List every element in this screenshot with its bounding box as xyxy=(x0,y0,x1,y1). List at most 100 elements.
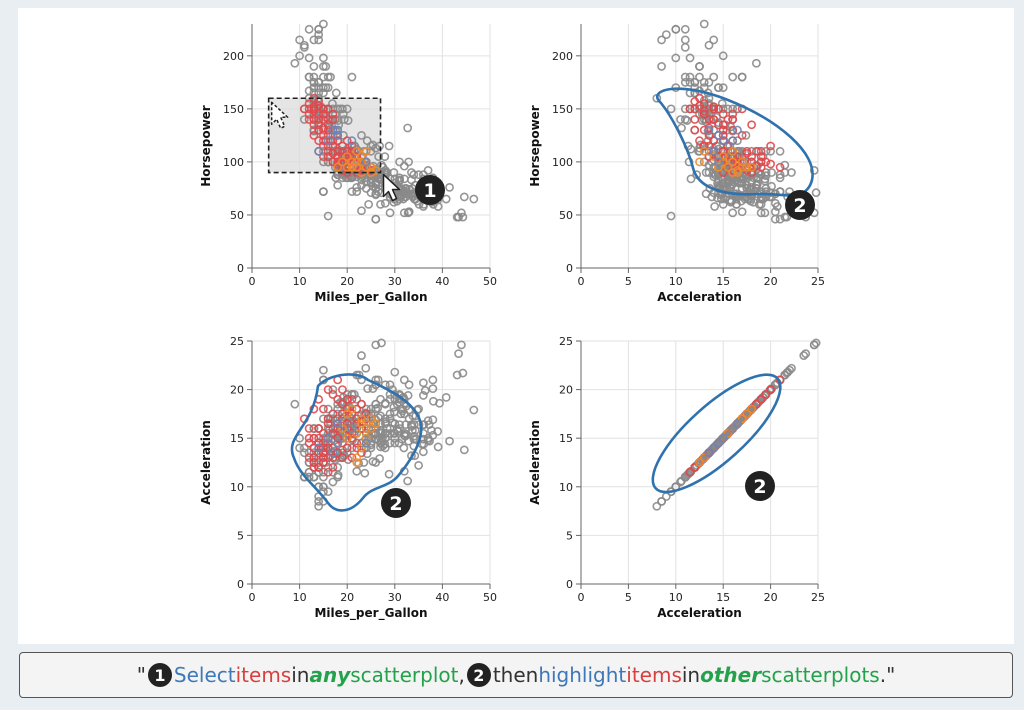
point xyxy=(304,448,314,458)
y-tick-label: 25 xyxy=(559,335,573,348)
selected-point xyxy=(347,428,357,438)
point xyxy=(385,438,395,448)
selected-point xyxy=(323,453,333,463)
point xyxy=(733,136,742,146)
points xyxy=(652,338,821,511)
point xyxy=(695,72,704,82)
selected-point xyxy=(314,125,324,135)
selected-point-blue xyxy=(347,424,357,433)
point xyxy=(309,424,319,433)
drag-start-cursor-icon xyxy=(270,101,289,130)
point xyxy=(318,365,328,375)
scatterplot-acceleration-vs-acceleration[interactable]: 0 5 10 15 20 25 0 5 10 15 20 25 Acceleration Accelera… xyxy=(528,335,825,620)
selected-point xyxy=(723,115,733,124)
point xyxy=(428,375,438,385)
point xyxy=(384,141,394,151)
selected-point-orange xyxy=(728,157,738,167)
x-tick-label: 15 xyxy=(716,275,730,288)
selected-point xyxy=(751,399,761,409)
step-badge-label: 1 xyxy=(423,180,436,202)
selected-point xyxy=(323,385,333,394)
selected-point xyxy=(318,141,328,151)
point xyxy=(399,174,409,184)
selected-point-orange xyxy=(737,414,747,424)
point xyxy=(366,146,376,156)
caption-scatterplots: scatterplots xyxy=(761,663,880,687)
selected-point-orange xyxy=(742,409,752,419)
selected-point-orange xyxy=(357,152,366,162)
selected-point-orange xyxy=(361,146,371,156)
point xyxy=(339,115,349,124)
point xyxy=(309,125,319,135)
point xyxy=(318,187,328,197)
point xyxy=(389,428,399,438)
selected-point xyxy=(318,438,328,448)
point xyxy=(321,62,331,71)
point xyxy=(811,338,821,348)
point xyxy=(685,53,695,63)
selected-point xyxy=(718,168,728,177)
point xyxy=(328,385,338,394)
y-tick-label: 15 xyxy=(559,432,573,445)
selected-point xyxy=(718,109,728,119)
selected-point-orange xyxy=(733,165,742,175)
selected-point-blue xyxy=(333,130,343,140)
selected-point-orange xyxy=(352,146,362,156)
selected-point xyxy=(299,104,309,114)
selected-point xyxy=(685,467,695,477)
point xyxy=(809,165,819,175)
selected-point-orange xyxy=(714,162,723,172)
point xyxy=(338,433,348,443)
scatterplot-hp-vs-acceleration[interactable]: 0 5 10 15 20 25 0 50 100 150 200 Acceleration Horsep… xyxy=(528,19,825,304)
selected-point xyxy=(304,104,314,114)
selected-point xyxy=(352,168,362,177)
selected-point-orange xyxy=(718,157,728,167)
selected-point xyxy=(328,390,338,399)
point xyxy=(347,72,357,82)
selected-point-blue xyxy=(714,157,723,167)
point xyxy=(385,428,395,438)
point xyxy=(323,487,333,497)
point xyxy=(418,447,428,457)
scatterplot-acceleration-vs-mpg[interactable]: 0 10 20 30 40 50 0 5 10 15 20 25 Miles_per_Gallon Acc… xyxy=(199,335,497,621)
selected-point xyxy=(323,419,333,429)
point xyxy=(403,476,413,486)
point xyxy=(767,168,776,177)
point xyxy=(371,214,381,224)
selected-point xyxy=(314,438,324,448)
selected-point xyxy=(314,448,324,458)
selected-point-blue xyxy=(333,419,343,429)
x-tick-label: 0 xyxy=(578,591,585,604)
point xyxy=(710,202,720,211)
selected-point-orange xyxy=(357,419,366,429)
step-badge-label: 2 xyxy=(389,493,402,515)
point xyxy=(323,462,333,472)
point xyxy=(459,192,469,202)
selected-point xyxy=(728,115,738,124)
scatterplot-matrix: 0 10 20 30 40 50050100150200Miles_per_GallonH… xyxy=(199,19,825,621)
point xyxy=(399,375,409,385)
selected-point xyxy=(751,146,761,156)
point xyxy=(418,378,428,388)
point xyxy=(709,72,719,82)
point xyxy=(677,476,686,486)
selected-point-orange xyxy=(737,157,747,167)
point xyxy=(767,384,776,394)
point xyxy=(361,177,371,187)
scatterplot-hp-vs-mpg[interactable]: 0 10 20 30 40 50 0 50 100 150 200 Miles_per_Gallon H… xyxy=(199,19,497,305)
selected-point xyxy=(685,104,695,114)
selected-point-blue xyxy=(728,136,738,146)
point xyxy=(680,104,690,114)
figure-canvas: 0 10 20 30 40 50 0 50 100 150 200 Miles_per_Gallon H… xyxy=(18,8,1014,644)
selected-point xyxy=(328,424,338,433)
point xyxy=(376,442,385,452)
selected-point xyxy=(338,385,347,394)
selected-point xyxy=(338,409,347,419)
point xyxy=(321,83,331,93)
selected-point-orange xyxy=(361,162,371,172)
point xyxy=(333,180,343,190)
point xyxy=(368,457,378,466)
selected-point xyxy=(761,157,771,167)
point xyxy=(459,445,469,455)
selected-point xyxy=(742,146,752,156)
